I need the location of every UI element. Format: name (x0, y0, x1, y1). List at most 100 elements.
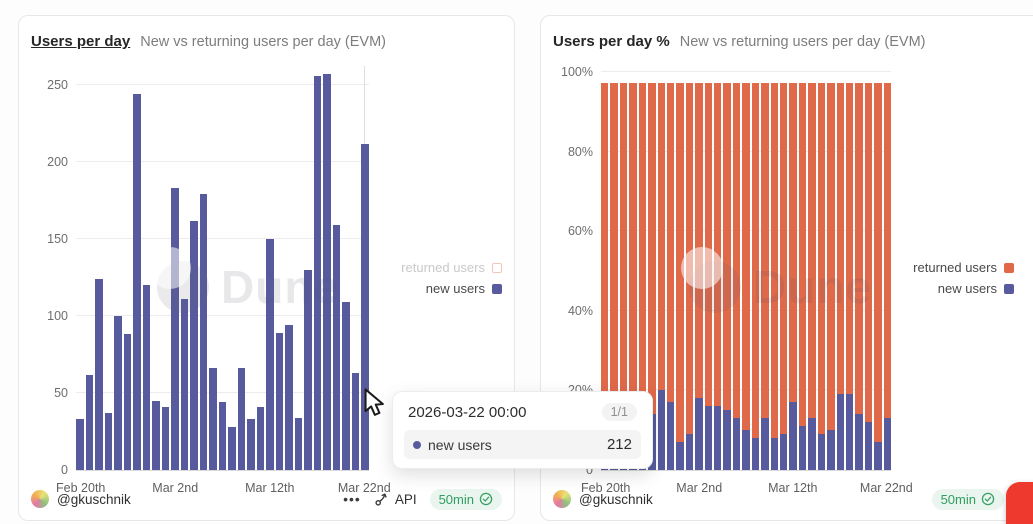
bar-new-users[interactable] (294, 417, 303, 470)
stacked-bar[interactable] (666, 83, 675, 470)
bar-new-users[interactable] (209, 368, 217, 470)
check-circle-icon (479, 492, 493, 506)
stacked-bar[interactable] (751, 83, 760, 470)
bar-new-users[interactable] (332, 225, 341, 470)
stacked-bar[interactable] (789, 83, 797, 470)
bar-new-users[interactable] (228, 426, 236, 470)
stacked-bar[interactable] (883, 83, 892, 470)
bar-new-users[interactable] (323, 74, 331, 470)
stacked-bar[interactable] (714, 83, 722, 470)
bar-new-users[interactable] (266, 239, 274, 470)
bar-new-users[interactable] (104, 413, 113, 470)
bar-new-users[interactable] (123, 334, 132, 470)
stacked-bar[interactable] (742, 83, 750, 470)
bar-segment-returned-users (845, 83, 854, 395)
bar-segment-returned-users (855, 83, 863, 415)
stacked-bar[interactable] (685, 83, 694, 470)
bar-segment-new-users (676, 442, 684, 470)
x-axis-tick-label: Mar 22nd (859, 481, 913, 495)
bar-new-users[interactable] (142, 285, 151, 470)
stacked-bar[interactable] (817, 83, 826, 470)
legend-item-returned-users[interactable]: returned users (401, 260, 502, 275)
legend-item-new-users[interactable]: new users (401, 281, 502, 296)
stacked-bar[interactable] (732, 83, 741, 470)
stacked-bar[interactable] (845, 83, 854, 470)
bar-new-users[interactable] (256, 406, 265, 470)
legend-item-returned-users[interactable]: returned users (913, 260, 1014, 275)
bar-new-users[interactable] (190, 220, 198, 470)
bar-segment-new-users (827, 430, 835, 470)
bar-segment-returned-users (714, 83, 722, 407)
bar-segment-new-users (666, 402, 675, 470)
x-axis-tick-label: Mar 12th (245, 481, 295, 495)
bar-new-users[interactable] (76, 419, 84, 470)
bar-new-users[interactable] (285, 325, 293, 470)
stacked-bar[interactable] (723, 83, 731, 470)
bar-new-users[interactable] (218, 402, 227, 470)
legend-item-new-users[interactable]: new users (913, 281, 1014, 296)
bar-segment-new-users (704, 406, 713, 470)
panel-footer: @gkuschnik 50min (553, 488, 1033, 510)
panel-footer: @gkuschnik ••• API 50min (31, 488, 502, 510)
chart-legend: returned users new users (401, 260, 502, 296)
username-link[interactable]: @gkuschnik (579, 491, 653, 507)
bar-segment-new-users (742, 430, 750, 470)
stacked-bar[interactable] (855, 83, 863, 470)
stacked-bar[interactable] (874, 83, 882, 470)
username-link[interactable]: @gkuschnik (57, 491, 131, 507)
bar-new-users[interactable] (161, 406, 170, 470)
bar-segment-returned-users (761, 83, 769, 419)
bar-segment-returned-users (676, 83, 684, 443)
stacked-bar[interactable] (836, 83, 844, 470)
stacked-bar[interactable] (770, 83, 779, 470)
stacked-bar[interactable] (704, 83, 713, 470)
y-axis-tick-label: 100% (561, 65, 593, 79)
refresh-status-badge[interactable]: 50min (429, 488, 502, 510)
bar-new-users[interactable] (152, 400, 160, 470)
bar-new-users[interactable] (304, 269, 312, 470)
refresh-status-badge[interactable]: 50min (931, 488, 1004, 510)
bar-new-users[interactable] (342, 302, 350, 470)
y-axis-tick-label: 250 (47, 78, 68, 92)
bar-new-users[interactable] (351, 372, 360, 470)
stacked-bar[interactable] (695, 83, 703, 470)
api-button[interactable]: API (374, 491, 417, 507)
bar-new-users[interactable] (237, 368, 246, 470)
bar-new-users[interactable] (199, 194, 208, 470)
chart-title-link[interactable]: Users per day (31, 33, 131, 50)
user-avatar[interactable] (31, 490, 49, 508)
series-color-dot (413, 440, 421, 449)
bar-segment-new-users (798, 426, 807, 470)
stacked-bar[interactable] (657, 83, 665, 470)
stacked-bar[interactable] (676, 83, 684, 470)
bar-new-users[interactable] (275, 332, 284, 470)
stacked-bar[interactable] (808, 83, 816, 470)
stacked-bar[interactable] (798, 83, 807, 470)
bar-new-users[interactable] (180, 299, 189, 470)
bar-chart-plot: 0 50 100 150 200 250 Feb 20th Mar 2nd Mar 12th Ma… (47, 66, 391, 495)
bar-new-users[interactable] (313, 75, 322, 470)
bar-segment-new-users (770, 438, 779, 470)
bar-segment-returned-users (864, 83, 873, 423)
bar-new-users[interactable] (133, 94, 141, 470)
more-menu-button[interactable]: ••• (343, 491, 361, 507)
stacked-bar[interactable] (780, 83, 788, 470)
bar-new-users[interactable] (95, 279, 103, 470)
bar-segment-returned-users (836, 83, 844, 395)
bar-new-users[interactable] (85, 374, 94, 470)
gridline (76, 315, 369, 316)
tooltip-date: 2026-03-22 00:00 (408, 403, 527, 421)
legend-swatch-new (1004, 283, 1014, 294)
stacked-bar[interactable] (827, 83, 835, 470)
chart-title-link[interactable]: Users per day % (553, 33, 670, 50)
y-axis-tick-label: 150 (47, 232, 68, 246)
stacked-bar[interactable] (864, 83, 873, 470)
bar-new-users[interactable] (247, 419, 255, 470)
bar-new-users[interactable] (171, 188, 179, 470)
stacked-bar[interactable] (761, 83, 769, 470)
record-button[interactable] (1006, 482, 1033, 524)
bar-new-users[interactable] (361, 143, 369, 470)
user-avatar[interactable] (553, 490, 571, 508)
bar-new-users[interactable] (114, 316, 122, 470)
